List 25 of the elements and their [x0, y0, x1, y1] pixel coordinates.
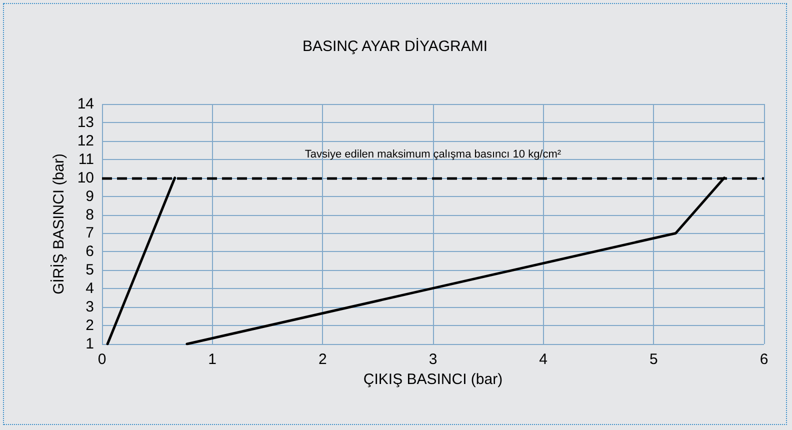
y-tick-label: 5: [86, 262, 94, 279]
x-tick-label: 1: [208, 351, 217, 368]
y-tick-label: 2: [86, 317, 94, 334]
y-tick-label: 14: [77, 96, 94, 112]
x-tick-label: 3: [428, 351, 438, 368]
y-tick-label: 11: [78, 150, 94, 168]
x-tick-label: 6: [760, 351, 768, 368]
x-tick-label: 2: [318, 351, 327, 368]
y-tick-label: 13: [77, 114, 94, 131]
x-axis-title: ÇIKIŞ BASINCI (bar): [363, 371, 503, 388]
y-tick-label: 3: [86, 298, 94, 316]
y-tick-label: 7: [86, 224, 94, 242]
chart-title: BASINÇ AYAR DİYAGRAMI: [302, 37, 488, 55]
y-tick-label: 12: [77, 132, 94, 150]
x-tick-label: 0: [98, 351, 106, 368]
y-axis-title: GİRİŞ BASINCI (bar): [49, 154, 68, 294]
y-tick-label: 10: [77, 169, 94, 186]
x-tick-label: 4: [539, 351, 548, 368]
y-tick-label: 6: [86, 243, 94, 260]
y-tick-label: 1: [86, 336, 94, 352]
x-tick-label: 5: [649, 351, 658, 368]
y-tick-label: 8: [86, 206, 94, 224]
ref-line-label: Tavsiye edilen maksimum çalışma basıncı 10 kg/cm²: [304, 148, 562, 160]
y-tick-label: 4: [86, 280, 94, 298]
y-tick-label: 9: [86, 188, 94, 205]
